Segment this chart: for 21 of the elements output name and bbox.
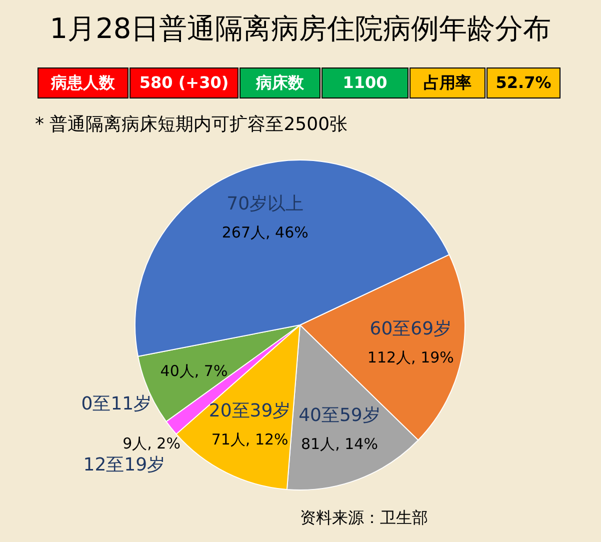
data-label: 9人, 2% <box>122 434 180 453</box>
text: 病床数 <box>255 73 305 92</box>
data-label: 112人, 19% <box>367 348 454 367</box>
data-label: 40人, 7% <box>160 362 228 380</box>
slice-label: 0至11岁 <box>81 393 152 414</box>
slice-label: 12至19岁 <box>83 454 166 476</box>
text: * 普通隔离病床短期内可扩容至2500张 <box>35 114 348 135</box>
chart-title: 1月28日普通隔离病房住院病例年龄分布 <box>50 12 552 45</box>
text: 1100 <box>342 73 388 92</box>
text: 52.7% <box>496 73 552 92</box>
data-label: 71人, 12% <box>211 430 288 448</box>
slice-label: 70岁以上 <box>226 193 304 214</box>
text: 病患人数 <box>50 73 116 92</box>
text: 资料来源：卫生部 <box>300 508 428 527</box>
data-label: 267人, 46% <box>222 223 308 242</box>
data-label: 81人, 14% <box>300 435 378 454</box>
text: 占用率 <box>424 73 472 92</box>
slice-label: 20至39岁 <box>208 400 291 422</box>
slice-label: 60至69岁 <box>370 318 452 340</box>
slice-label: 40至59岁 <box>298 405 380 426</box>
text: 580 (+30) <box>139 73 229 92</box>
